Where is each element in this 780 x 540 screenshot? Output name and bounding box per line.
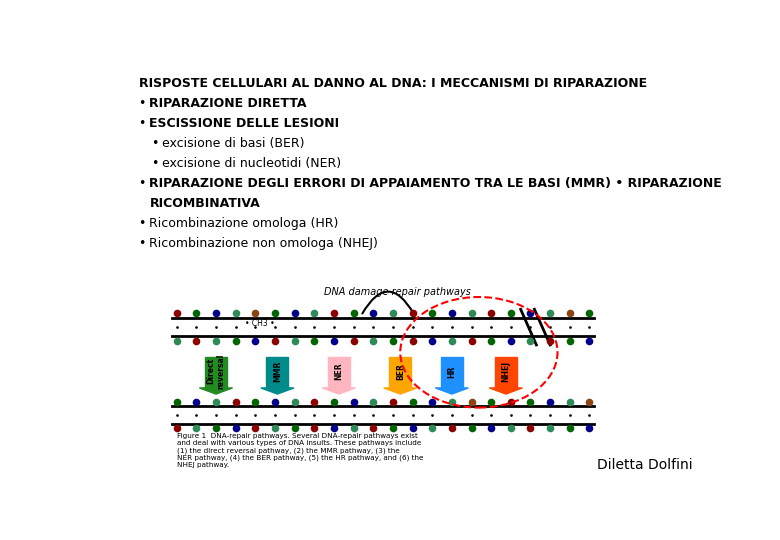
Text: Ricombinazione omologa (HR): Ricombinazione omologa (HR) (150, 217, 339, 230)
Text: RIPARAZIONE DEGLI ERRORI DI APPAIAMENTO TRA LE BASI (MMR) • RIPARAZIONE: RIPARAZIONE DEGLI ERRORI DI APPAIAMENTO … (150, 177, 722, 190)
Text: Diletta Dolfini: Diletta Dolfini (597, 458, 693, 472)
Polygon shape (205, 357, 227, 388)
Text: • CH3 •: • CH3 • (246, 319, 275, 328)
Text: NER: NER (335, 362, 343, 380)
Text: RISPOSTE CELLULARI AL DANNO AL DNA: I MECCANISMI DI RIPARAZIONE: RISPOSTE CELLULARI AL DANNO AL DNA: I ME… (139, 77, 647, 90)
Text: •: • (139, 237, 146, 250)
Text: •: • (139, 177, 146, 190)
Text: HR: HR (448, 365, 456, 377)
Text: excisione di basi (BER): excisione di basi (BER) (161, 137, 304, 150)
Polygon shape (384, 388, 417, 394)
Polygon shape (489, 388, 523, 394)
Text: DNA damage repair pathways: DNA damage repair pathways (324, 287, 471, 297)
Text: Direct
reversal: Direct reversal (206, 354, 225, 389)
Polygon shape (495, 357, 517, 388)
Polygon shape (261, 388, 294, 394)
Polygon shape (435, 388, 469, 394)
Polygon shape (328, 357, 350, 388)
Text: •: • (139, 117, 146, 130)
Text: •: • (151, 137, 158, 150)
Text: •: • (139, 217, 146, 230)
Text: •: • (139, 97, 146, 110)
Text: MMR: MMR (273, 361, 282, 382)
Text: RICOMBINATIVA: RICOMBINATIVA (150, 197, 261, 210)
Text: Figure 1  DNA-repair pathways. Several DNA-repair pathways exist
and deal with v: Figure 1 DNA-repair pathways. Several DN… (176, 434, 424, 468)
Text: RIPARAZIONE DIRETTA: RIPARAZIONE DIRETTA (150, 97, 307, 110)
Polygon shape (441, 357, 463, 388)
Polygon shape (266, 357, 289, 388)
Polygon shape (322, 388, 356, 394)
Text: Ricombinazione non omologa (NHEJ): Ricombinazione non omologa (NHEJ) (150, 237, 378, 250)
Text: •: • (151, 157, 158, 170)
Text: excisione di nucleotidi (NER): excisione di nucleotidi (NER) (161, 157, 341, 170)
Text: ESCISSIONE DELLE LESIONI: ESCISSIONE DELLE LESIONI (150, 117, 339, 130)
Text: NHEJ: NHEJ (502, 361, 510, 382)
Text: BER: BER (395, 363, 405, 380)
Polygon shape (389, 357, 411, 388)
Polygon shape (200, 388, 232, 394)
